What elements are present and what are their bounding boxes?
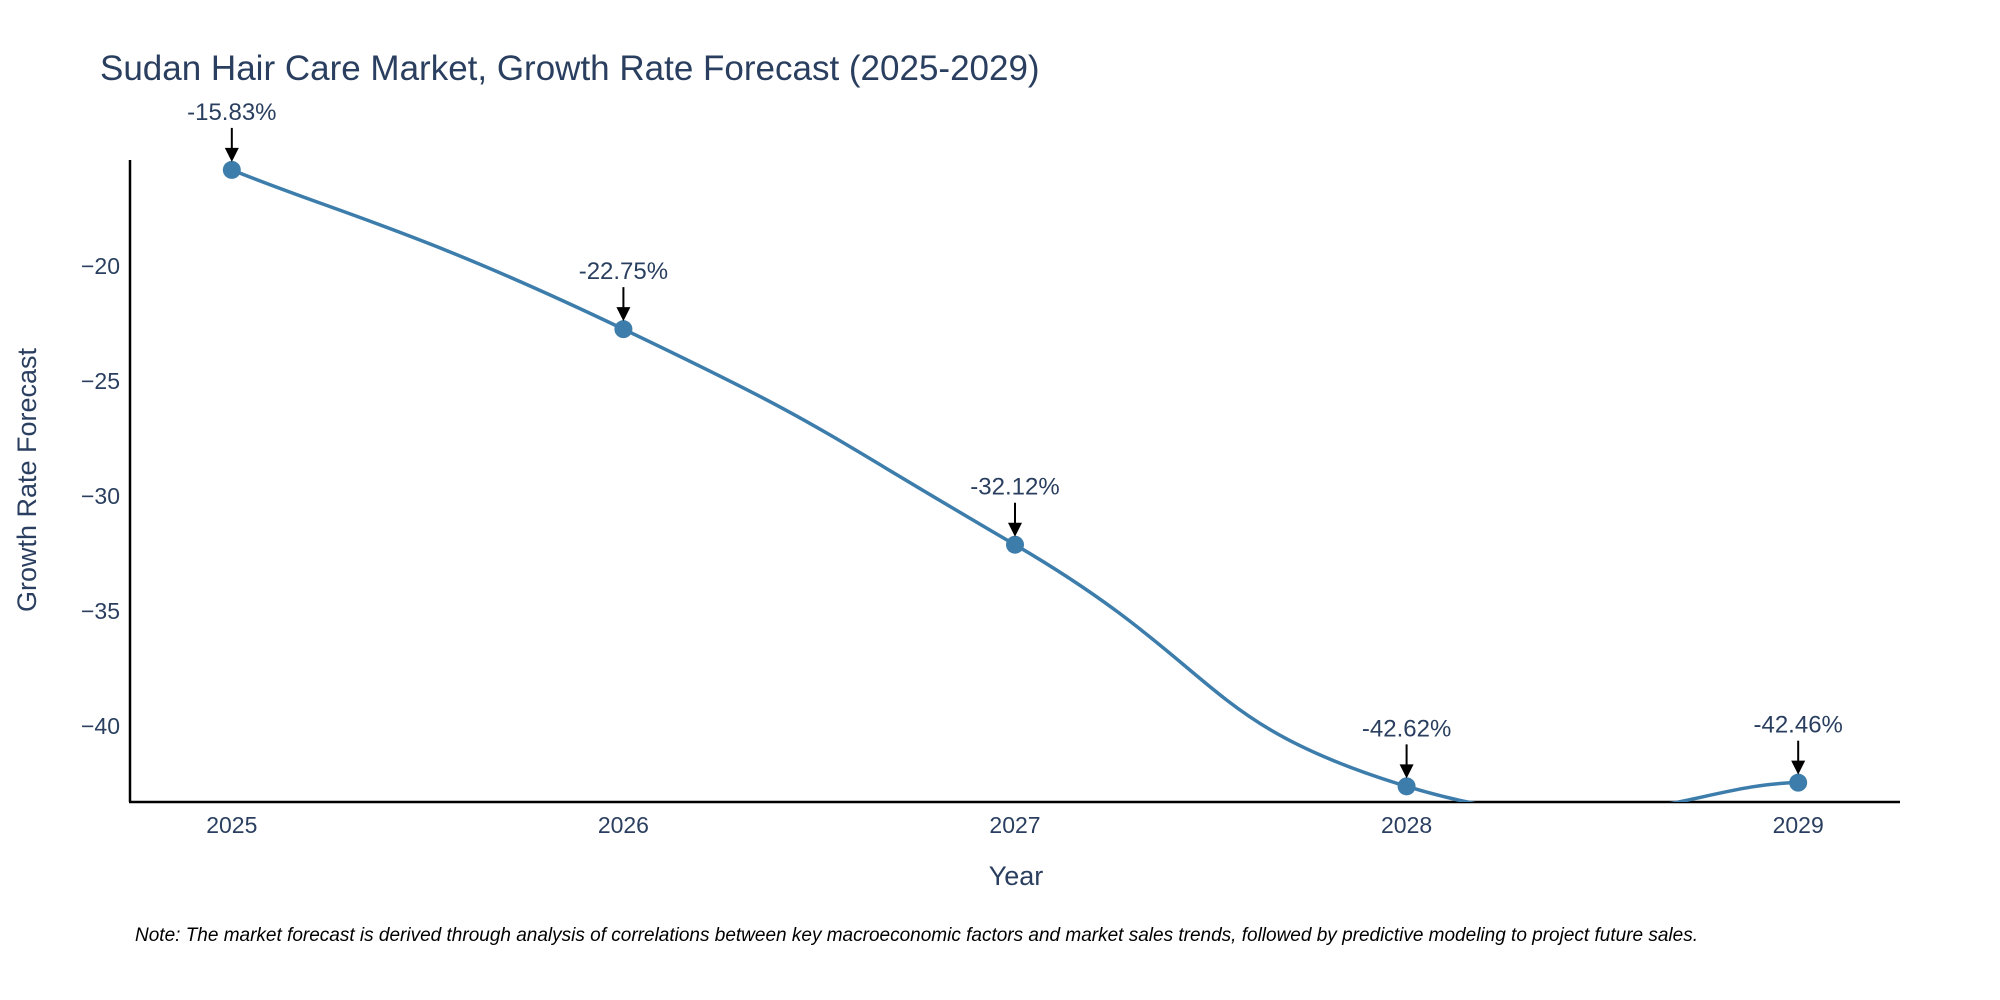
- data-label: -42.46%: [1753, 712, 1842, 739]
- data-label: -42.62%: [1362, 715, 1451, 742]
- data-label: -32.12%: [970, 474, 1059, 501]
- y-ticks: −20 −25 −30 −35 −40: [81, 253, 120, 739]
- footnote: Note: The market forecast is derived thr…: [135, 925, 1698, 946]
- data-point: [1789, 773, 1808, 792]
- plot-area: −20 −25 −30 −35 −40 2025 2026 2027 2028 2029 -15…: [81, 99, 1900, 838]
- annotation-arrow-head: [1008, 522, 1022, 537]
- annotation-arrow-head: [224, 147, 239, 162]
- data-label: -15.83%: [187, 99, 276, 126]
- annotations: -15.83% -22.75% -32.12% -42.62% -42.46%: [187, 99, 1843, 779]
- data-point: [1006, 535, 1024, 554]
- annotation-arrow-head: [616, 307, 631, 322]
- y-tick-label: −30: [81, 483, 120, 509]
- annotation-arrow-head: [1791, 760, 1806, 775]
- chart-title: Sudan Hair Care Market, Growth Rate Fore…: [100, 49, 1040, 88]
- x-tick-label: 2029: [1773, 812, 1824, 838]
- x-tick-label: 2025: [206, 812, 257, 838]
- data-point: [614, 320, 633, 339]
- y-tick-label: −20: [81, 253, 120, 279]
- data-point: [1397, 777, 1416, 796]
- x-ticks: 2025 2026 2027 2028 2029: [206, 812, 1824, 838]
- data-point: [222, 160, 241, 179]
- y-tick-label: −35: [81, 598, 120, 624]
- data-label: -22.75%: [579, 258, 668, 285]
- x-tick-label: 2027: [989, 812, 1040, 838]
- y-axis-title: Growth Rate Forecast: [12, 347, 42, 612]
- markers: [222, 160, 1808, 796]
- annotation-arrow-head: [1399, 764, 1414, 779]
- x-axis-title: Year: [989, 861, 1044, 891]
- x-tick-label: 2026: [598, 812, 649, 838]
- x-tick-label: 2028: [1381, 812, 1432, 838]
- y-tick-label: −40: [81, 713, 120, 739]
- y-tick-label: −25: [81, 368, 120, 394]
